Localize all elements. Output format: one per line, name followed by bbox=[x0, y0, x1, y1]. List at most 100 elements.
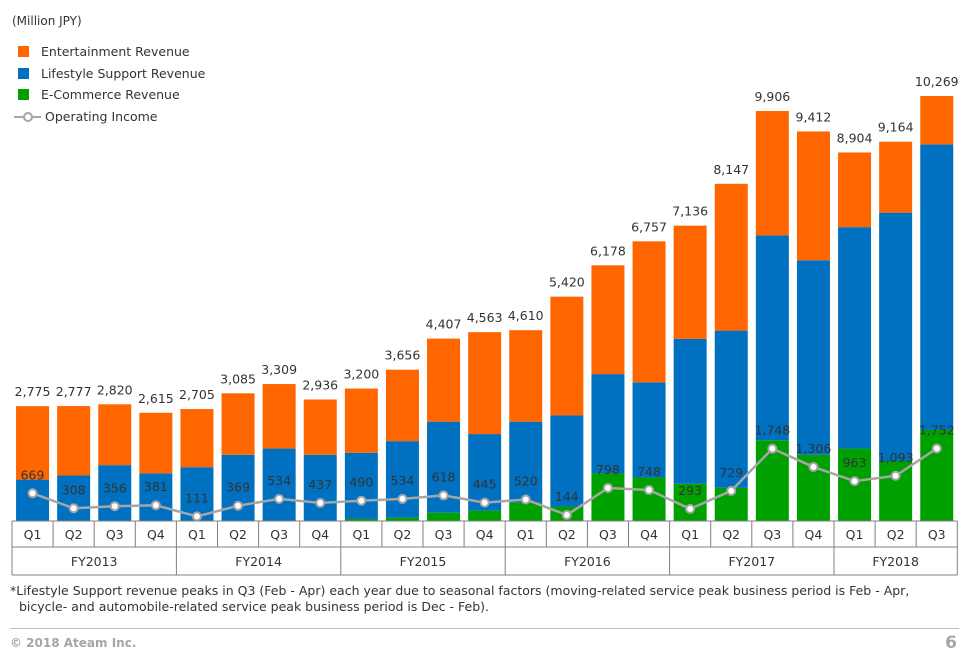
operating-income-label-14: 144 bbox=[555, 489, 579, 504]
bar-entertainment-5 bbox=[180, 409, 214, 468]
bar-entertainment-14 bbox=[550, 296, 584, 416]
lifestyle-swatch bbox=[18, 67, 29, 79]
operating-income-label-16: 748 bbox=[637, 464, 661, 479]
total-label-3: 2,820 bbox=[97, 382, 133, 397]
bar-ecommerce-9 bbox=[344, 518, 378, 521]
bar-entertainment-15 bbox=[591, 265, 625, 375]
bar-entertainment-16 bbox=[632, 241, 666, 383]
total-label-16: 6,757 bbox=[631, 219, 667, 234]
bar-ecommerce-10 bbox=[385, 517, 419, 521]
operating-income-label-15: 798 bbox=[596, 462, 620, 477]
bar-lifestyle-1 bbox=[16, 479, 50, 521]
quarter-tick-label-15: Q3 bbox=[599, 527, 617, 542]
quarter-tick-label-22: Q2 bbox=[887, 527, 905, 542]
fiscal-year-label-fy2017: FY2017 bbox=[728, 554, 775, 569]
bar-lifestyle-2 bbox=[57, 475, 91, 521]
bar-entertainment-4 bbox=[139, 412, 173, 474]
bar-lifestyle-3 bbox=[98, 465, 132, 521]
operating-income-point-19 bbox=[767, 443, 778, 454]
total-label-23: 10,269 bbox=[915, 74, 959, 89]
operating-income-layer: 669 308 356 381 111 369 534 437 490 534 618 445 520 1… bbox=[21, 422, 955, 522]
operating-income-point-2 bbox=[68, 503, 79, 514]
total-label-7: 3,309 bbox=[261, 362, 297, 377]
total-label-22: 9,164 bbox=[878, 120, 914, 135]
operating-income-point-16 bbox=[644, 485, 655, 496]
bar-entertainment-10 bbox=[385, 369, 419, 442]
footnote-line-2: bicycle- and automobile-related service … bbox=[19, 599, 489, 614]
fiscal-year-label-fy2016: FY2016 bbox=[564, 554, 611, 569]
operating-income-label-13: 520 bbox=[514, 473, 538, 488]
total-labels-layer: 2,775 2,777 2,820 2,615 2,705 3,085 3,309 2,936… bbox=[15, 74, 959, 406]
bar-ecommerce-12 bbox=[468, 510, 502, 521]
operating-income-point-1 bbox=[27, 488, 38, 499]
legend: Entertainment Revenue Lifestyle Support … bbox=[14, 41, 205, 127]
total-label-18: 8,147 bbox=[713, 162, 749, 177]
fiscal-year-label-fy2013: FY2013 bbox=[71, 554, 118, 569]
bar-entertainment-12 bbox=[468, 332, 502, 435]
operating-income-label-10: 534 bbox=[391, 473, 415, 488]
bar-entertainment-1 bbox=[16, 406, 50, 480]
quarter-tick-label-5: Q1 bbox=[188, 527, 206, 542]
quarter-tick-label-23: Q3 bbox=[928, 527, 946, 542]
operating-income-label-22: 1,093 bbox=[878, 450, 914, 465]
bar-entertainment-20 bbox=[796, 131, 830, 261]
footer-divider bbox=[10, 628, 959, 629]
operating-income-point-4 bbox=[150, 500, 161, 511]
quarter-tick-label-3: Q3 bbox=[106, 527, 124, 542]
footnote-line-1: *Lifestyle Support revenue peaks in Q3 (… bbox=[10, 583, 910, 598]
bar-entertainment-13 bbox=[509, 330, 543, 422]
copyright: © 2018 Ateam Inc. bbox=[10, 636, 137, 650]
quarter-tick-label-9: Q1 bbox=[352, 527, 370, 542]
operating-income-point-8 bbox=[315, 497, 326, 508]
bar-entertainment-21 bbox=[838, 152, 872, 228]
operating-income-point-11 bbox=[438, 490, 449, 501]
total-label-10: 3,656 bbox=[385, 348, 421, 363]
quarter-tick-label-21: Q1 bbox=[846, 527, 864, 542]
total-label-12: 4,563 bbox=[467, 310, 503, 325]
bar-entertainment-11 bbox=[427, 338, 461, 422]
bar-lifestyle-15 bbox=[591, 374, 625, 474]
bar-lifestyle-8 bbox=[303, 454, 337, 521]
operating-income-label-4: 381 bbox=[144, 479, 168, 494]
footnote: *Lifestyle Support revenue peaks in Q3 (… bbox=[10, 583, 909, 615]
operating-income-point-23 bbox=[931, 443, 942, 454]
bar-entertainment-17 bbox=[673, 225, 707, 339]
operating-income-label-12: 445 bbox=[473, 477, 497, 492]
total-label-4: 2,615 bbox=[138, 391, 174, 406]
bar-lifestyle-21 bbox=[838, 227, 872, 449]
operating-income-point-6 bbox=[233, 500, 244, 511]
bar-ecommerce-16 bbox=[632, 477, 666, 521]
bar-entertainment-23 bbox=[920, 95, 954, 145]
bar-entertainment-2 bbox=[57, 406, 91, 476]
bar-entertainment-3 bbox=[98, 404, 132, 466]
quarter-tick-label-19: Q3 bbox=[763, 527, 781, 542]
operating-income-label-21: 963 bbox=[843, 455, 867, 470]
legend-label-operating-income: Operating Income bbox=[45, 108, 158, 124]
quarter-tick-label-13: Q1 bbox=[517, 527, 535, 542]
bar-lifestyle-22 bbox=[879, 212, 913, 461]
bar-lifestyle-17 bbox=[673, 338, 707, 484]
quarter-tick-label-18: Q2 bbox=[722, 527, 740, 542]
total-label-13: 4,610 bbox=[508, 308, 544, 323]
operating-income-label-19: 1,748 bbox=[754, 423, 790, 438]
bar-lifestyle-13 bbox=[509, 421, 543, 503]
bar-ecommerce-17 bbox=[673, 483, 707, 521]
ecommerce-swatch bbox=[18, 89, 29, 101]
bar-lifestyle-7 bbox=[262, 448, 296, 521]
quarter-tick-label-12: Q4 bbox=[476, 527, 494, 542]
total-label-19: 9,906 bbox=[754, 89, 790, 104]
total-label-1: 2,775 bbox=[15, 384, 51, 399]
bar-lifestyle-16 bbox=[632, 382, 666, 478]
fiscal-year-label-fy2014: FY2014 bbox=[235, 554, 282, 569]
total-label-21: 8,904 bbox=[837, 130, 873, 145]
operating-income-label-6: 369 bbox=[226, 480, 250, 495]
bar-lifestyle-18 bbox=[714, 330, 748, 488]
operating-income-label-7: 534 bbox=[267, 473, 291, 488]
legend-label-lifestyle: Lifestyle Support Revenue bbox=[41, 65, 206, 81]
total-label-14: 5,420 bbox=[549, 275, 585, 290]
entertainment-swatch bbox=[18, 46, 29, 58]
quarter-tick-label-11: Q3 bbox=[435, 527, 453, 542]
operating-income-label-2: 308 bbox=[62, 482, 86, 497]
bar-lifestyle-4 bbox=[139, 473, 173, 521]
total-label-15: 6,178 bbox=[590, 243, 626, 258]
